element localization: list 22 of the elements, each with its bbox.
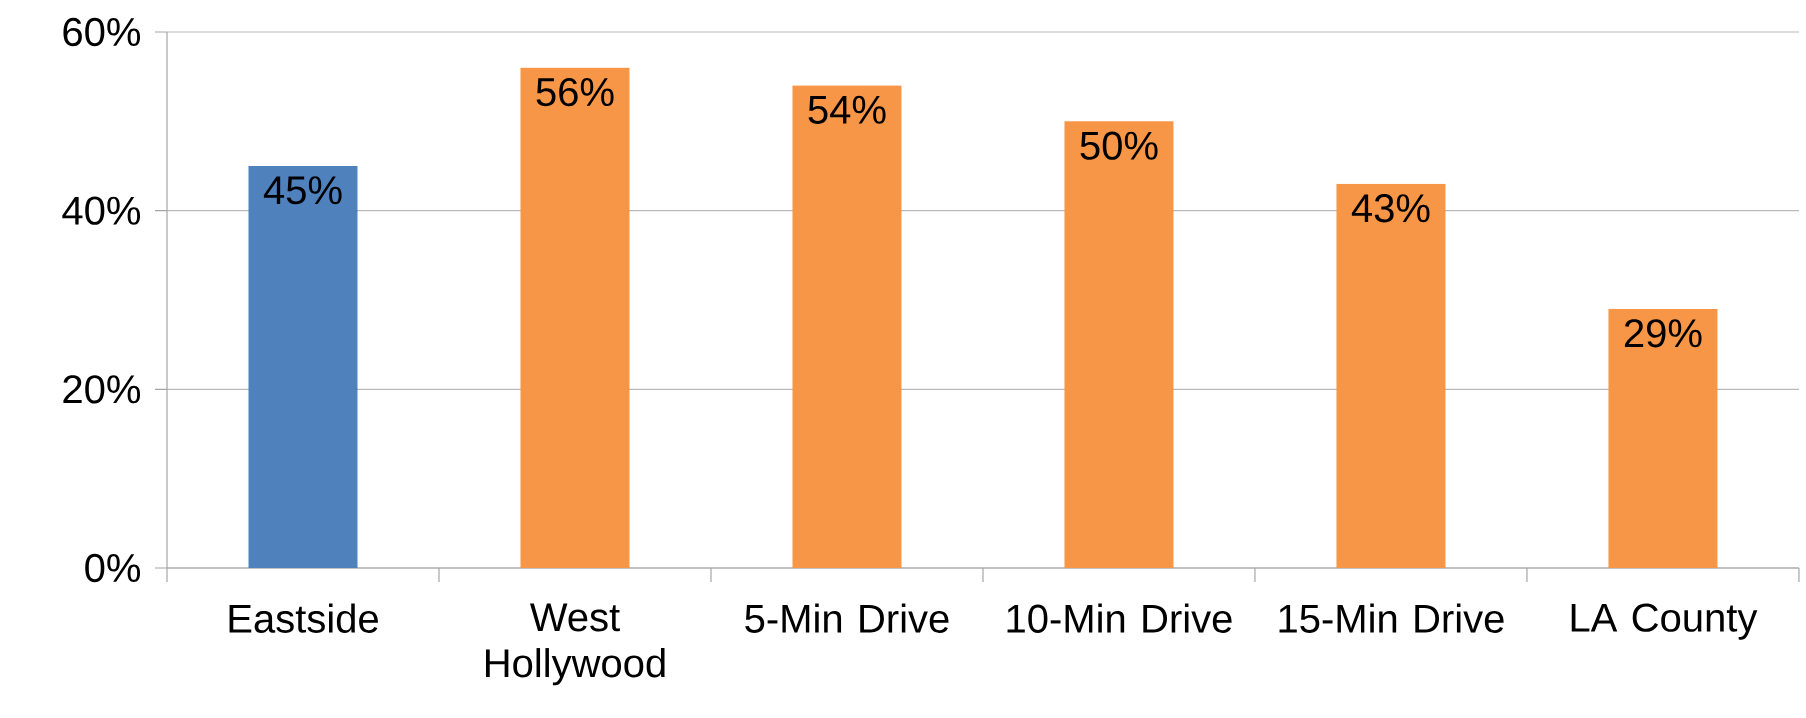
x-tick-label: 15-Min Drive (1279, 603, 1504, 633)
bar (1336, 183, 1446, 568)
y-tick-label: 20% (63, 375, 141, 404)
bar (248, 166, 358, 568)
bar (520, 67, 630, 568)
data-label: 56% (536, 77, 614, 107)
x-tick-label: Eastside (229, 603, 378, 633)
data-label: 43% (1351, 194, 1430, 223)
x-tick-label: 5-Min Drive (745, 603, 949, 633)
bar (1608, 308, 1718, 568)
data-label: 50% (1080, 131, 1158, 160)
x-tick-label: LA County (1571, 603, 1758, 640)
x-tick-label: West Hollywood (486, 603, 665, 686)
y-tick-label: 60% (63, 17, 141, 47)
data-label: 54% (808, 95, 886, 124)
y-tick-label: 0% (85, 553, 141, 583)
bar (1064, 121, 1174, 568)
x-tick-label: 10-Min Drive (1007, 603, 1232, 633)
data-label: 29% (1624, 319, 1702, 348)
data-label: 45% (263, 176, 342, 205)
y-tick-label: 40% (62, 196, 141, 225)
bar (792, 85, 902, 568)
